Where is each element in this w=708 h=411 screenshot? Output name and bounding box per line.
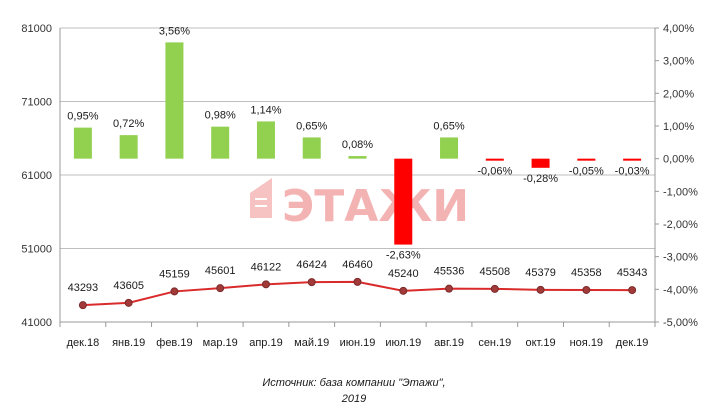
y-right-tick-label: -5,00%: [663, 317, 698, 329]
bar-value-label: 0,98%: [205, 110, 236, 122]
bar: [211, 126, 230, 159]
bar-value-label: -0,28%: [523, 173, 558, 185]
x-tick-label: июн.19: [340, 337, 376, 349]
bar: [119, 135, 138, 159]
x-tick-label: мар.19: [203, 337, 238, 349]
bar-value-label: 0,95%: [67, 111, 98, 123]
bar: [531, 158, 550, 168]
bar: [348, 156, 367, 159]
line-value-label: 45508: [480, 266, 511, 278]
x-tick-label: янв.19: [112, 337, 145, 349]
line-value-label: 46122: [251, 261, 282, 273]
y-right-tick-label: 4,00%: [663, 23, 694, 35]
line-value-label: 45159: [159, 268, 190, 280]
bar-value-label: -0,03%: [615, 166, 650, 178]
bar: [302, 137, 321, 159]
line-value-label: 45536: [434, 266, 465, 278]
line-point: [353, 277, 362, 286]
bar-value-label: -2,63%: [386, 250, 421, 262]
line-value-label: 46460: [342, 259, 373, 271]
x-tick-label: авг.19: [434, 337, 464, 349]
bar: [165, 42, 184, 159]
bar: [623, 158, 642, 161]
axes: 41000 51000 61000 71000 81000 -5,00% -4,00% -3,…: [21, 23, 698, 349]
line-value-label: 45343: [617, 267, 648, 279]
y-left-tick-label: 81000: [21, 23, 52, 35]
line-point: [261, 280, 270, 289]
line-value-label: 45601: [205, 265, 236, 277]
bar-value-label: -0,05%: [569, 166, 604, 178]
line-point: [78, 301, 87, 310]
line-point: [582, 285, 591, 294]
bar-value-label: 0,08%: [342, 139, 373, 151]
line-point: [445, 284, 454, 293]
line-point: [307, 278, 316, 287]
y-right-tick-label: 3,00%: [663, 56, 694, 68]
bar: [577, 158, 596, 161]
bar: [394, 158, 413, 245]
bar-value-label: -0,06%: [477, 166, 512, 178]
bar: [256, 121, 275, 159]
x-tick-label: май.19: [294, 337, 329, 349]
bar: [440, 137, 459, 159]
line-series: 43293 43605 45159 45601 46122 46424 46460 45240…: [68, 259, 648, 310]
line-point: [124, 298, 133, 307]
line-value-label: 45379: [525, 267, 556, 279]
watermark-text: ЭТАЖИ: [282, 181, 469, 232]
bar-value-label: 0,65%: [296, 120, 327, 132]
source-note: Источник: база компании "Этажи",: [262, 377, 446, 389]
source-year: 2019: [341, 393, 367, 405]
x-tick-label: окт.19: [525, 337, 555, 349]
line-point: [490, 284, 499, 293]
y-right-tick-label: -4,00%: [663, 284, 698, 296]
line-point: [216, 284, 225, 293]
line-value-label: 45358: [571, 267, 602, 279]
bar: [485, 158, 504, 161]
bar-value-label: 0,72%: [113, 118, 144, 130]
x-tick-label: дек.18: [67, 337, 100, 349]
bar-value-label: 3,56%: [159, 25, 190, 37]
bar-value-label: 0,65%: [433, 120, 464, 132]
x-tick-label: дек.19: [616, 337, 649, 349]
y-right-tick-label: -3,00%: [663, 252, 698, 264]
bar-value-label: 1,14%: [250, 104, 281, 116]
y-left-tick-label: 71000: [21, 97, 52, 109]
line-value-label: 46424: [296, 259, 327, 271]
y-left-tick-label: 61000: [21, 170, 52, 182]
watermark-logo: ЭТАЖИ: [250, 178, 469, 232]
line-point: [536, 285, 545, 294]
y-left-tick-label: 51000: [21, 244, 52, 256]
line-value-label: 43605: [113, 280, 144, 292]
y-right-tick-label: -2,00%: [663, 219, 698, 231]
y-left-tick-label: 41000: [21, 317, 52, 329]
y-right-tick-label: 2,00%: [663, 88, 694, 100]
line-point: [170, 287, 179, 296]
x-tick-label: июл.19: [385, 337, 421, 349]
x-tick-label: фев.19: [156, 337, 192, 349]
line-point: [628, 286, 637, 295]
y-right-tick-label: 0,00%: [663, 154, 694, 166]
line-point: [399, 286, 408, 295]
line-value-label: 43293: [68, 282, 99, 294]
bar: [73, 127, 92, 159]
y-right-tick-label: -1,00%: [663, 186, 698, 198]
bar-series: 0,95% 0,72% 3,56% 0,98% 1,14% 0,65% 0,08% -2,63…: [67, 25, 649, 261]
x-tick-label: сен.19: [478, 337, 511, 349]
x-tick-label: ноя.19: [570, 337, 603, 349]
line-value-label: 45240: [388, 268, 419, 280]
x-tick-label: апр.19: [249, 337, 282, 349]
y-right-tick-label: 1,00%: [663, 121, 694, 133]
